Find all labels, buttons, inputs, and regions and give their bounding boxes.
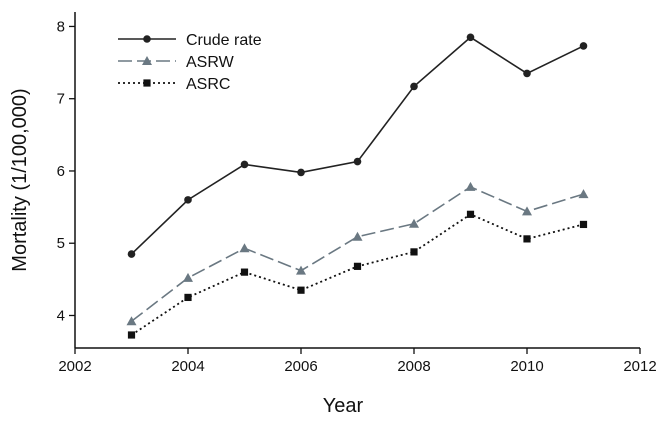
- data-point: [409, 218, 419, 228]
- data-point: [523, 69, 531, 78]
- data-point: [352, 231, 363, 241]
- data-point: [240, 160, 249, 169]
- data-point: [579, 42, 588, 50]
- data-point: [466, 210, 475, 218]
- legend-item: ASRC: [118, 76, 230, 93]
- data-point: [579, 220, 588, 229]
- data-point: [183, 272, 193, 282]
- series-line: [131, 185, 584, 322]
- data-point: [127, 331, 136, 339]
- legend-label: Crude rate: [186, 32, 262, 49]
- data-point: [466, 33, 475, 42]
- x-tick-label: 2012: [623, 358, 656, 375]
- y-tick-label: 6: [57, 163, 65, 180]
- y-tick-label: 7: [57, 91, 65, 108]
- ticks: 2002 2004 2006 2008 2010 2012 4 5 6 7 8: [57, 18, 656, 375]
- x-axis-title: Year: [323, 395, 364, 417]
- data-point: [410, 82, 418, 91]
- y-axis-title: Mortality (1/100,000): [9, 88, 31, 271]
- y-tick-label: 5: [57, 235, 65, 252]
- x-tick-label: 2008: [397, 358, 430, 375]
- data-point: [523, 235, 531, 243]
- legend-item: ASRW: [118, 54, 235, 71]
- legend-label: ASRW: [186, 54, 235, 71]
- data-point: [297, 168, 305, 177]
- x-tick-label: 2006: [284, 358, 317, 375]
- data-point: [184, 196, 192, 204]
- data-point: [465, 181, 476, 191]
- data-point: [239, 243, 250, 253]
- legend-marker: [143, 79, 151, 87]
- series-asrw: [126, 181, 589, 326]
- y-tick-label: 8: [57, 18, 65, 35]
- x-tick-label: 2010: [510, 358, 543, 375]
- x-tick-label: 2002: [58, 358, 91, 375]
- axes: [74, 12, 640, 349]
- series-group: [126, 33, 589, 339]
- data-point: [184, 293, 192, 302]
- data-point: [578, 189, 589, 199]
- legend-item: Crude rate: [118, 32, 262, 49]
- x-tick-label: 2004: [171, 358, 204, 375]
- data-point: [297, 286, 305, 294]
- data-point: [353, 262, 362, 270]
- data-point: [296, 265, 306, 275]
- legend-marker: [142, 56, 152, 65]
- data-point: [127, 250, 136, 258]
- data-point: [353, 157, 362, 166]
- legend-label: ASRC: [186, 76, 230, 93]
- y-tick-label: 4: [57, 307, 65, 324]
- series-asrc: [127, 210, 588, 339]
- legend: Crude rate ASRW ASRC: [118, 32, 262, 93]
- data-point: [126, 316, 137, 326]
- data-point: [240, 268, 249, 276]
- data-point: [522, 206, 532, 216]
- legend-marker: [143, 35, 151, 43]
- data-point: [410, 248, 418, 256]
- series-crude-rate: [127, 33, 588, 258]
